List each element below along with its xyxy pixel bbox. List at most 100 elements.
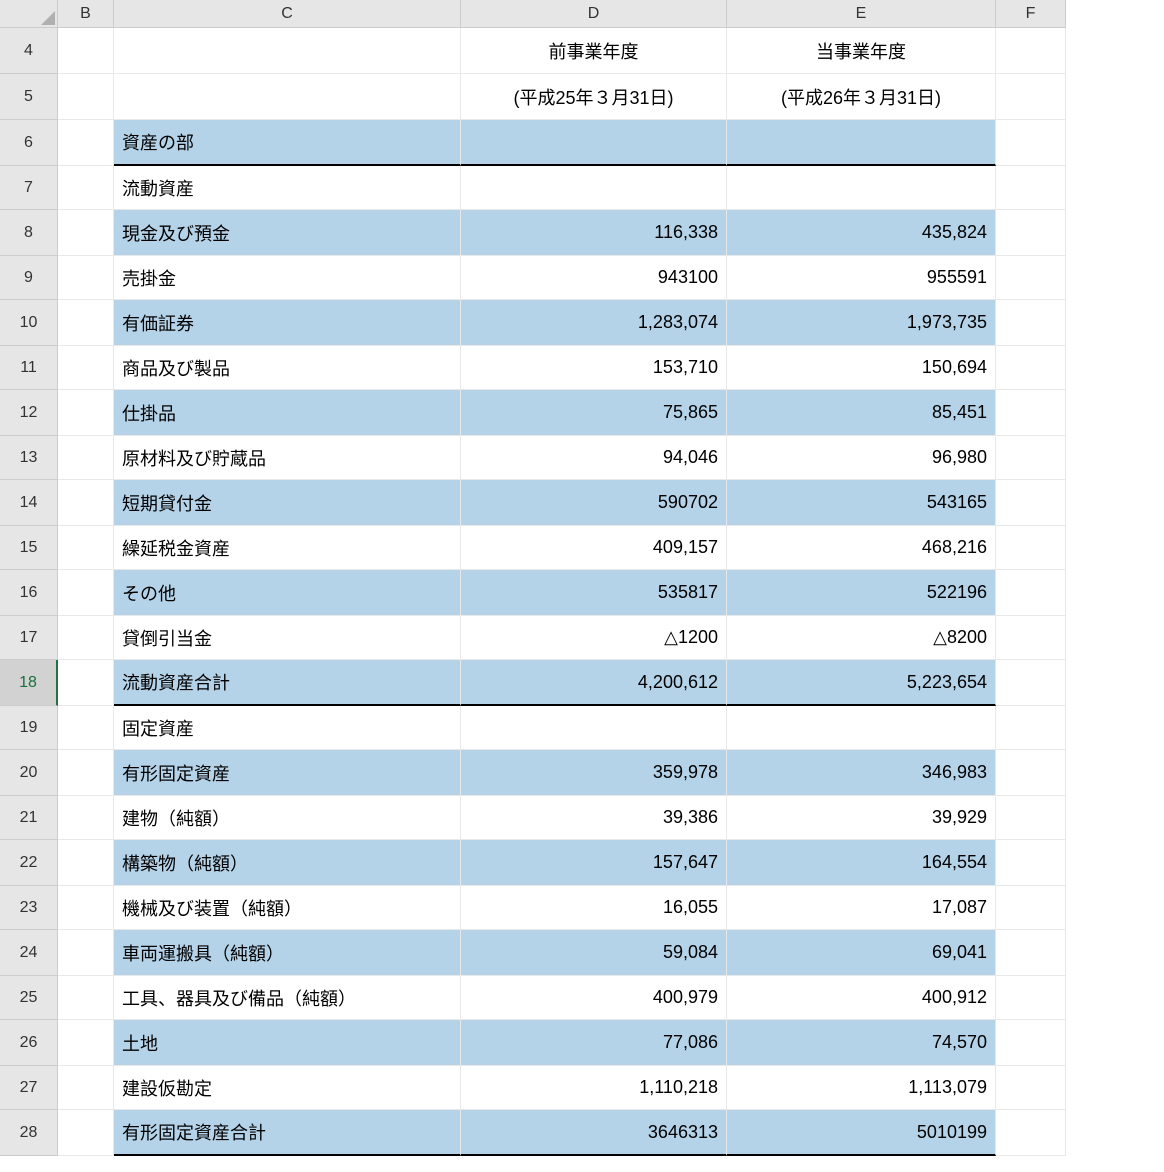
cell-E20[interactable]: 346,983 xyxy=(727,750,996,796)
cell-C5[interactable] xyxy=(114,74,461,120)
cell-F21[interactable] xyxy=(996,796,1066,840)
cell-F10[interactable] xyxy=(996,300,1066,346)
cell-F5[interactable] xyxy=(996,74,1066,120)
row-header-19[interactable]: 19 xyxy=(0,706,58,750)
cell-C15[interactable]: 繰延税金資産 xyxy=(114,526,461,570)
cell-D10[interactable]: 1,283,074 xyxy=(461,300,727,346)
cell-C11[interactable]: 商品及び製品 xyxy=(114,346,461,390)
cell-F4[interactable] xyxy=(996,28,1066,74)
cell-C16[interactable]: その他 xyxy=(114,570,461,616)
cell-D20[interactable]: 359,978 xyxy=(461,750,727,796)
cell-E5[interactable]: (平成26年３月31日) xyxy=(727,74,996,120)
cell-D11[interactable]: 153,710 xyxy=(461,346,727,390)
row-header-24[interactable]: 24 xyxy=(0,930,58,976)
cell-D25[interactable]: 400,979 xyxy=(461,976,727,1020)
row-header-27[interactable]: 27 xyxy=(0,1066,58,1110)
cell-B21[interactable] xyxy=(58,796,114,840)
cell-E14[interactable]: 543165 xyxy=(727,480,996,526)
row-header-20[interactable]: 20 xyxy=(0,750,58,796)
cell-E18[interactable]: 5,223,654 xyxy=(727,660,996,706)
cell-F22[interactable] xyxy=(996,840,1066,886)
row-header-17[interactable]: 17 xyxy=(0,616,58,660)
cell-C4[interactable] xyxy=(114,28,461,74)
cell-B9[interactable] xyxy=(58,256,114,300)
row-header-18[interactable]: 18 xyxy=(0,660,58,706)
cell-C25[interactable]: 工具、器具及び備品（純額） xyxy=(114,976,461,1020)
cell-C7[interactable]: 流動資産 xyxy=(114,166,461,210)
cell-F23[interactable] xyxy=(996,886,1066,930)
col-header-C[interactable]: C xyxy=(114,0,461,28)
row-header-23[interactable]: 23 xyxy=(0,886,58,930)
cell-C23[interactable]: 機械及び装置（純額） xyxy=(114,886,461,930)
cell-E9[interactable]: 955591 xyxy=(727,256,996,300)
cell-D12[interactable]: 75,865 xyxy=(461,390,727,436)
cell-E6[interactable] xyxy=(727,120,996,166)
cell-D24[interactable]: 59,084 xyxy=(461,930,727,976)
cell-E25[interactable]: 400,912 xyxy=(727,976,996,1020)
cell-C12[interactable]: 仕掛品 xyxy=(114,390,461,436)
cell-B28[interactable] xyxy=(58,1110,114,1156)
cell-D8[interactable]: 116,338 xyxy=(461,210,727,256)
cell-B5[interactable] xyxy=(58,74,114,120)
cell-F18[interactable] xyxy=(996,660,1066,706)
col-header-B[interactable]: B xyxy=(58,0,114,28)
cell-D14[interactable]: 590702 xyxy=(461,480,727,526)
cell-D26[interactable]: 77,086 xyxy=(461,1020,727,1066)
cell-B22[interactable] xyxy=(58,840,114,886)
cell-D16[interactable]: 535817 xyxy=(461,570,727,616)
cell-D17[interactable]: △1200 xyxy=(461,616,727,660)
cell-B10[interactable] xyxy=(58,300,114,346)
cell-D23[interactable]: 16,055 xyxy=(461,886,727,930)
cell-D6[interactable] xyxy=(461,120,727,166)
select-all-corner[interactable] xyxy=(0,0,58,28)
cell-B20[interactable] xyxy=(58,750,114,796)
row-header-25[interactable]: 25 xyxy=(0,976,58,1020)
cell-D4[interactable]: 前事業年度 xyxy=(461,28,727,74)
row-header-7[interactable]: 7 xyxy=(0,166,58,210)
row-header-28[interactable]: 28 xyxy=(0,1110,58,1156)
cell-B17[interactable] xyxy=(58,616,114,660)
cell-F14[interactable] xyxy=(996,480,1066,526)
spreadsheet-grid[interactable]: BCDEF4前事業年度当事業年度5(平成25年３月31日)(平成26年３月31日… xyxy=(0,0,1164,1156)
cell-D13[interactable]: 94,046 xyxy=(461,436,727,480)
cell-B14[interactable] xyxy=(58,480,114,526)
cell-C27[interactable]: 建設仮勘定 xyxy=(114,1066,461,1110)
cell-E27[interactable]: 1,113,079 xyxy=(727,1066,996,1110)
cell-F24[interactable] xyxy=(996,930,1066,976)
cell-C24[interactable]: 車両運搬具（純額） xyxy=(114,930,461,976)
cell-D18[interactable]: 4,200,612 xyxy=(461,660,727,706)
cell-F19[interactable] xyxy=(996,706,1066,750)
col-header-D[interactable]: D xyxy=(461,0,727,28)
row-header-10[interactable]: 10 xyxy=(0,300,58,346)
cell-E21[interactable]: 39,929 xyxy=(727,796,996,840)
cell-C9[interactable]: 売掛金 xyxy=(114,256,461,300)
row-header-11[interactable]: 11 xyxy=(0,346,58,390)
cell-B25[interactable] xyxy=(58,976,114,1020)
cell-F6[interactable] xyxy=(996,120,1066,166)
row-header-14[interactable]: 14 xyxy=(0,480,58,526)
cell-F15[interactable] xyxy=(996,526,1066,570)
row-header-9[interactable]: 9 xyxy=(0,256,58,300)
cell-B18[interactable] xyxy=(58,660,114,706)
cell-D7[interactable] xyxy=(461,166,727,210)
cell-F17[interactable] xyxy=(996,616,1066,660)
row-header-16[interactable]: 16 xyxy=(0,570,58,616)
cell-D28[interactable]: 3646313 xyxy=(461,1110,727,1156)
cell-E17[interactable]: △8200 xyxy=(727,616,996,660)
cell-F9[interactable] xyxy=(996,256,1066,300)
cell-B6[interactable] xyxy=(58,120,114,166)
cell-B26[interactable] xyxy=(58,1020,114,1066)
cell-F28[interactable] xyxy=(996,1110,1066,1156)
cell-E10[interactable]: 1,973,735 xyxy=(727,300,996,346)
cell-B8[interactable] xyxy=(58,210,114,256)
row-header-4[interactable]: 4 xyxy=(0,28,58,74)
cell-B7[interactable] xyxy=(58,166,114,210)
cell-C20[interactable]: 有形固定資産 xyxy=(114,750,461,796)
cell-B27[interactable] xyxy=(58,1066,114,1110)
cell-C10[interactable]: 有価証券 xyxy=(114,300,461,346)
cell-C28[interactable]: 有形固定資産合計 xyxy=(114,1110,461,1156)
row-header-6[interactable]: 6 xyxy=(0,120,58,166)
cell-F25[interactable] xyxy=(996,976,1066,1020)
cell-C22[interactable]: 構築物（純額） xyxy=(114,840,461,886)
cell-B19[interactable] xyxy=(58,706,114,750)
